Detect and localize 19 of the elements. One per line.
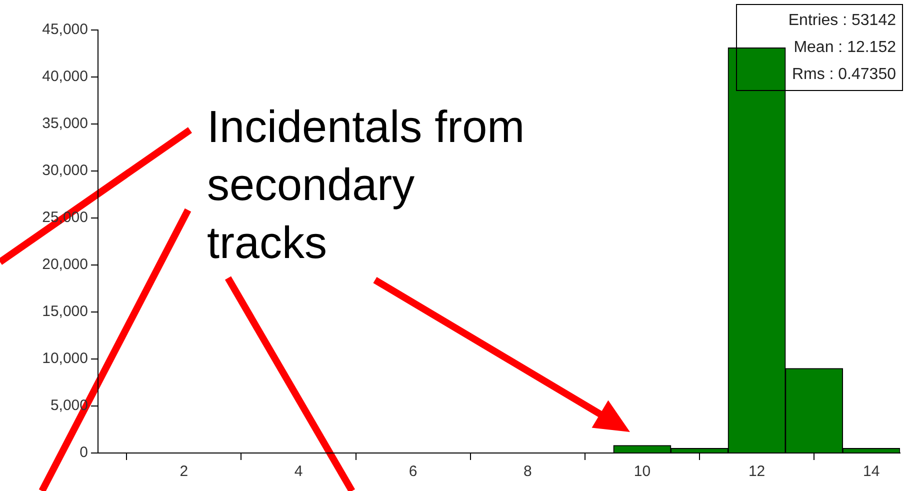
annotation: Mean : 12.152: [792, 38, 896, 58]
x-tick-label: 12: [748, 463, 766, 480]
x-tick-label: 14: [863, 463, 880, 480]
y-tick-label: 35,000: [42, 115, 88, 132]
y-tick-label: 10,000: [42, 350, 88, 368]
annotation: Incidentals from secondary tracks: [207, 100, 525, 270]
x-tick-label: 2: [180, 463, 188, 480]
y-tick-label: 0: [80, 444, 88, 462]
x-tick-label: 6: [408, 463, 418, 480]
y-tick-label: 40,000: [42, 68, 88, 86]
y-tick-label: 20,000: [42, 256, 88, 274]
x-tick-label: 10: [634, 463, 651, 480]
x-tick-label: 8: [523, 463, 532, 480]
y-tick-label: 30,000: [42, 162, 88, 180]
y-tick-label: 45,000: [42, 21, 88, 38]
x-tick-label: 4: [294, 463, 303, 480]
text: Entries : 53142: [787, 11, 896, 31]
annotation: Rms : 0.47350: [790, 65, 896, 85]
y-tick-label: 15,000: [42, 303, 88, 320]
